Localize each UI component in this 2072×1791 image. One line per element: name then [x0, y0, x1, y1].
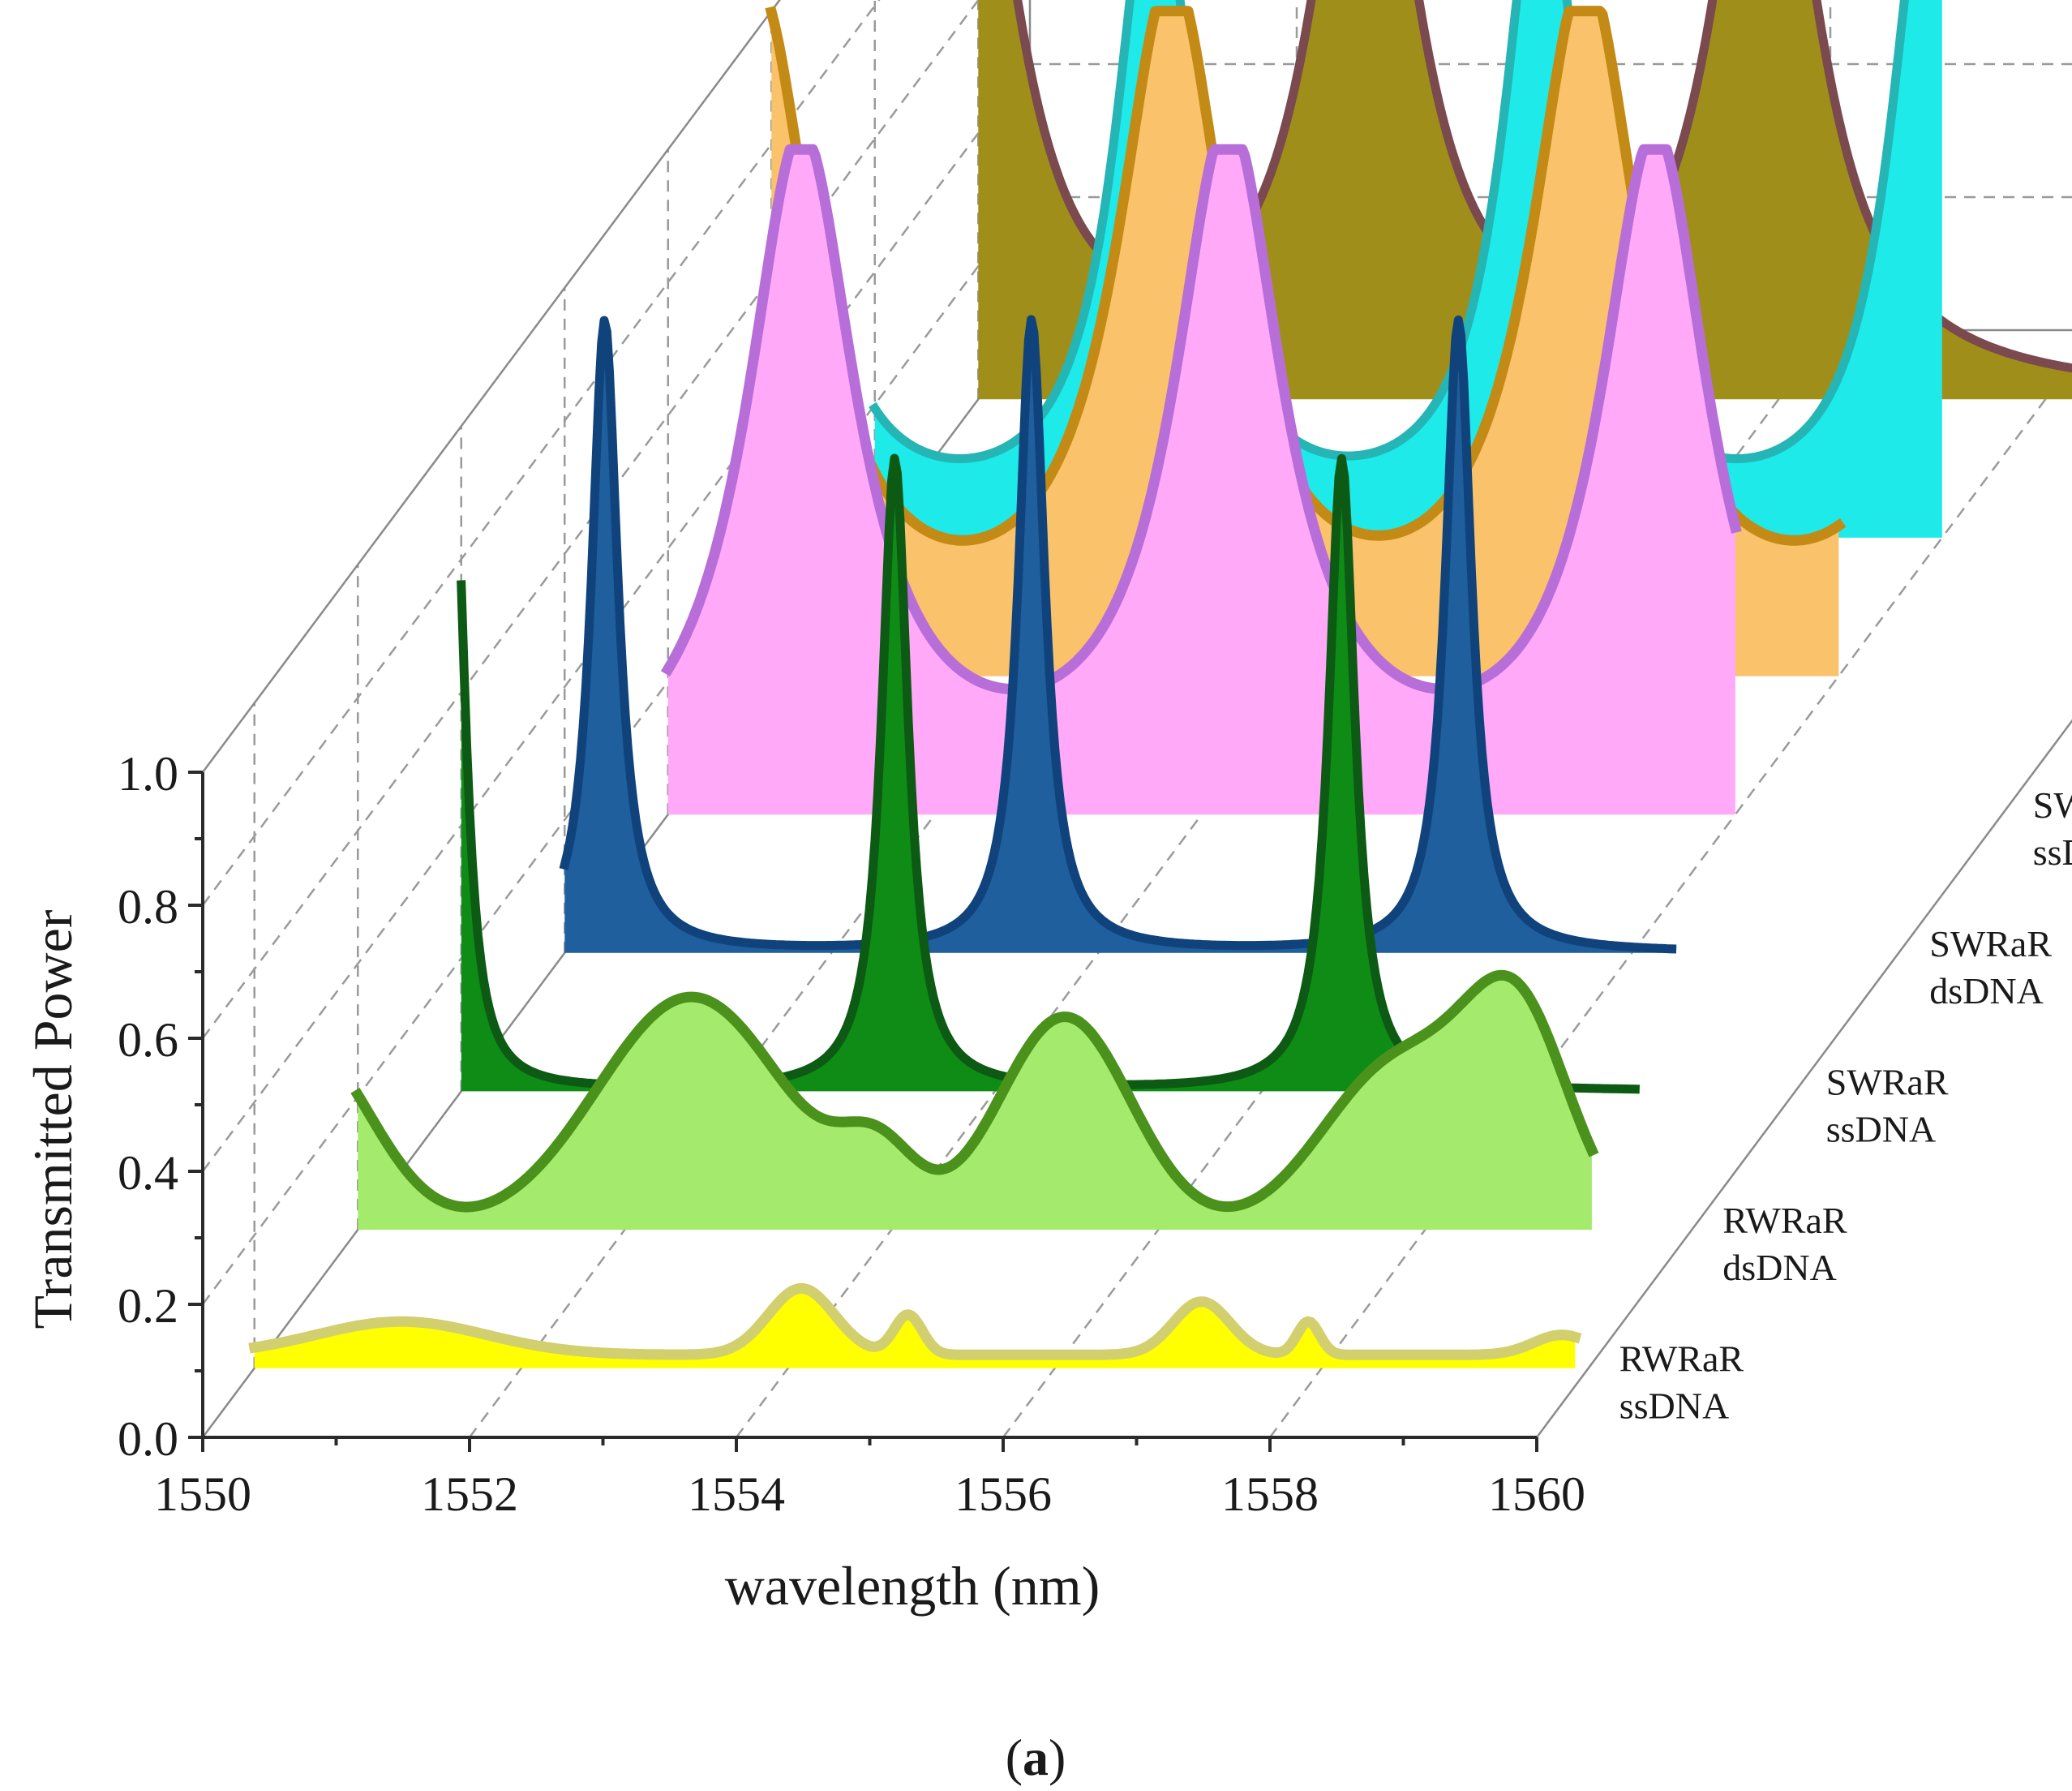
- series-label-4: SWRiR ssDNA: [2033, 784, 2072, 873]
- series-1: [350, 969, 1599, 1231]
- series-0: [248, 1282, 1582, 1368]
- x-tick-label: 1560: [1488, 1467, 1585, 1521]
- y-tick-label: 0.8: [118, 880, 178, 934]
- series-group: [248, 0, 2072, 1368]
- series-label-line2: ssDNA: [1826, 1108, 1936, 1149]
- x-tick-label: 1552: [421, 1467, 518, 1521]
- series-label-0: RWRaR ssDNA: [1619, 1338, 1744, 1427]
- figure-caption-letter: a: [1023, 1729, 1049, 1786]
- series-label-3: SWRaR dsDNA: [1929, 923, 2052, 1011]
- y-tick-label: 0.4: [118, 1146, 178, 1200]
- y-axis-title: Transmitted Power: [22, 909, 84, 1329]
- series-area-2: [461, 458, 1636, 1092]
- series-line-6: [869, 0, 1909, 463]
- y-tick-label: 0.0: [118, 1412, 178, 1466]
- series-label-line2: ssDNA: [1619, 1385, 1729, 1427]
- side-wall-ygrid-4: [201, 0, 881, 906]
- x-tick-label: 1550: [154, 1467, 251, 1521]
- series-3: [559, 315, 1677, 954]
- series-area-3: [564, 319, 1672, 953]
- x-tick-label: 1554: [688, 1467, 785, 1521]
- x-tick-label: 1558: [1221, 1467, 1319, 1521]
- series-line-3: [559, 315, 1677, 954]
- series-label-line1: RWRaR: [1722, 1200, 1847, 1241]
- tick-labels: 0.0 0.2 0.4 0.6 0.8 1.0 1550 1552 1554 1556 1558 15…: [118, 747, 1585, 1521]
- series-label-line2: ssDNA: [2033, 831, 2072, 873]
- x-axis-title: wavelength (nm): [725, 1555, 1100, 1617]
- figure-caption: (a): [1006, 1729, 1066, 1786]
- series-label-line1: RWRaR: [1619, 1338, 1744, 1380]
- series-line-1: [350, 969, 1599, 1213]
- series-label-line2: dsDNA: [1929, 970, 2044, 1011]
- edge-top-left: [201, 0, 781, 773]
- floor-xgrid-4: [1268, 362, 2072, 1438]
- series-4: [660, 144, 1742, 815]
- y-tick-label: 0.6: [118, 1013, 178, 1067]
- series-label-line1: SWRiR: [2033, 784, 2072, 826]
- y-tick-label: 1.0: [118, 747, 178, 801]
- series-label-1: RWRaR dsDNA: [1722, 1200, 1847, 1288]
- edge-floor-right: [1535, 719, 2072, 1438]
- y-tick-label: 0.2: [118, 1279, 178, 1333]
- x-tick-label: 1556: [954, 1467, 1052, 1521]
- series-label-line2: dsDNA: [1722, 1247, 1837, 1288]
- series-label-2: SWRaR ssDNA: [1826, 1061, 1949, 1149]
- series-labels: RWRiRdsDNARWRiRssDNASWRiRdsDNASWRiRssDNA…: [1619, 784, 2072, 1427]
- series-line-0: [248, 1282, 1582, 1360]
- series-label-line1: SWRaR: [1826, 1061, 1949, 1102]
- series-label-line1: SWRaR: [1929, 923, 2052, 964]
- series-line-4: [660, 144, 1742, 694]
- series-area-1: [358, 975, 1592, 1231]
